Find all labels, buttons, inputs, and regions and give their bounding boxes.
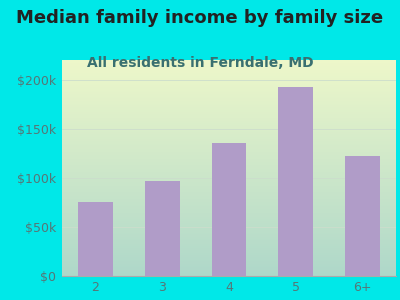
Text: All residents in Ferndale, MD: All residents in Ferndale, MD bbox=[87, 56, 313, 70]
Bar bbox=[145, 181, 180, 276]
Bar bbox=[212, 143, 246, 276]
Text: Median family income by family size: Median family income by family size bbox=[16, 9, 384, 27]
Bar bbox=[78, 202, 113, 276]
Bar bbox=[278, 86, 313, 276]
Bar bbox=[345, 156, 380, 276]
